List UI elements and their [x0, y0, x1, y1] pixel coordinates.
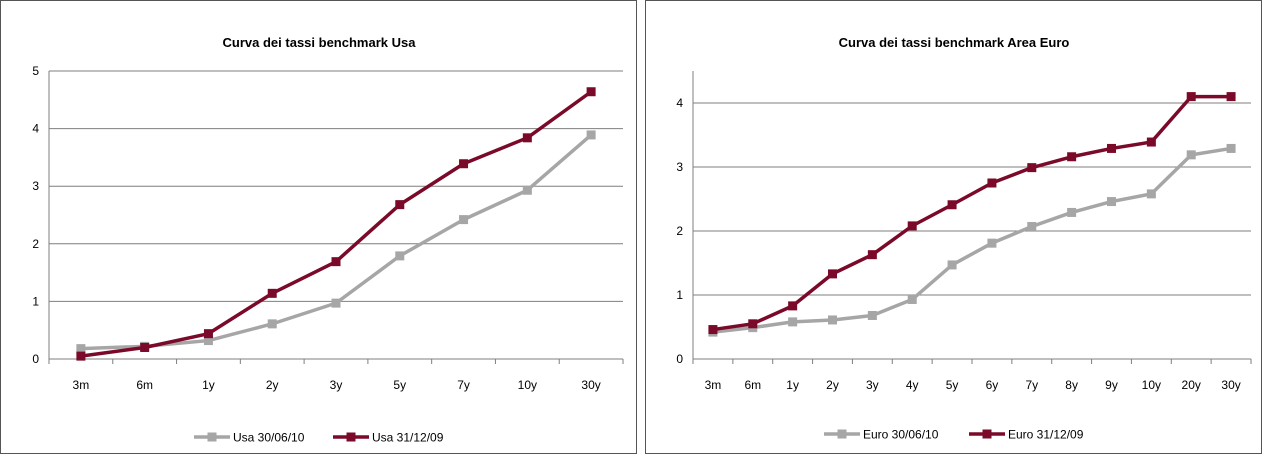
x-tick-label: 8y: [1065, 378, 1078, 392]
data-point-marker: [1107, 143, 1116, 153]
series-line: [80, 133, 593, 351]
data-point-marker: [459, 159, 469, 169]
data-point-marker: [1027, 163, 1037, 173]
x-tick-label: 3y: [330, 378, 343, 392]
x-tick-label: 4y: [906, 378, 919, 392]
y-tick-label: 3: [32, 179, 39, 193]
series-line: [712, 146, 1232, 334]
legend-label: Euro 31/12/09: [1008, 428, 1084, 442]
data-point-marker: [1067, 207, 1077, 217]
x-tick-label: 3y: [866, 378, 879, 392]
x-tick-label: 6m: [744, 378, 761, 392]
y-tick-label: 2: [676, 224, 683, 238]
x-tick-label: 30y: [581, 378, 600, 392]
data-point-marker: [267, 319, 277, 329]
data-point-marker: [140, 342, 150, 352]
data-point-marker: [1226, 143, 1236, 153]
data-point-marker: [788, 317, 798, 327]
chart-panel-euro: Curva dei tassi benchmark Area Euro 0 1 2 3…: [645, 0, 1262, 454]
data-point-marker: [867, 250, 877, 260]
data-point-marker: [459, 215, 469, 225]
x-tick-label: 3m: [73, 378, 90, 392]
chart-title: Curva dei tassi benchmark Usa: [223, 35, 417, 50]
legend-label: Usa 31/12/09: [372, 431, 444, 445]
x-tick-label: 10y: [518, 378, 537, 392]
data-point-marker: [947, 200, 957, 210]
data-point-marker: [76, 344, 86, 354]
data-point-marker: [76, 351, 86, 361]
y-tick-label: 2: [32, 237, 39, 251]
data-point-marker: [203, 329, 213, 339]
data-point-marker: [586, 130, 596, 140]
data-point-marker: [267, 288, 277, 298]
legend-marker: [982, 429, 992, 439]
y-tick-label: 4: [32, 122, 39, 136]
x-tick-label: 7y: [457, 378, 470, 392]
y-tick-label: 0: [676, 352, 683, 366]
x-tick-label: 6y: [986, 378, 999, 392]
data-point-marker: [1226, 92, 1236, 102]
data-point-marker: [395, 200, 405, 210]
data-point-marker: [331, 257, 341, 267]
data-point-marker: [788, 301, 798, 311]
chart-panel-usa: Curva dei tassi benchmark Usa 0 1 2 3 4 5 3m 6m…: [0, 0, 637, 454]
chart-title: Curva dei tassi benchmark Area Euro: [839, 35, 1070, 50]
data-point-marker: [907, 221, 917, 231]
legend-marker: [837, 429, 847, 439]
x-tick-label: 7y: [1025, 378, 1038, 392]
x-tick-label: 30y: [1221, 378, 1240, 392]
x-tick-label: 6m: [136, 378, 153, 392]
data-point-marker: [987, 238, 997, 248]
y-tick-label: 4: [676, 96, 683, 110]
y-tick-label: 1: [676, 288, 683, 302]
data-point-marker: [1107, 197, 1116, 207]
data-point-marker: [395, 251, 405, 261]
data-point-marker: [708, 325, 718, 335]
legend-marker: [346, 432, 356, 442]
data-point-marker: [1146, 137, 1156, 147]
data-point-marker: [1186, 150, 1196, 160]
data-point-marker: [1067, 152, 1077, 162]
x-tick-label: 5y: [946, 378, 959, 392]
x-tick-label: 1y: [786, 378, 799, 392]
y-tick-label: 3: [676, 160, 683, 174]
usa-yield-curve-chart: Curva dei tassi benchmark Usa 0 1 2 3 4 5 3m 6m…: [32, 35, 624, 445]
x-tick-label: 2y: [266, 378, 279, 392]
x-tick-label: 20y: [1182, 378, 1201, 392]
data-point-marker: [867, 310, 877, 320]
y-tick-label: 5: [32, 64, 39, 78]
data-point-marker: [522, 185, 532, 195]
legend-label: Usa 30/06/10: [233, 431, 305, 445]
legend-marker: [207, 432, 217, 442]
series-line: [80, 90, 593, 358]
data-point-marker: [1186, 92, 1196, 102]
data-point-marker: [947, 260, 957, 270]
data-point-marker: [203, 336, 213, 346]
data-point-marker: [987, 178, 997, 188]
data-point-marker: [522, 133, 532, 143]
x-tick-label: 10y: [1142, 378, 1161, 392]
y-tick-label: 0: [32, 352, 39, 366]
x-tick-label: 3m: [705, 378, 722, 392]
legend-label: Euro 30/06/10: [863, 428, 939, 442]
x-tick-label: 5y: [393, 378, 406, 392]
data-point-marker: [1146, 189, 1156, 199]
euro-yield-curve-chart: Curva dei tassi benchmark Area Euro 0 1 2 3…: [676, 35, 1252, 442]
x-tick-label: 1y: [202, 378, 215, 392]
series-line: [712, 94, 1232, 332]
x-tick-label: 2y: [826, 378, 839, 392]
y-tick-label: 1: [32, 294, 39, 308]
data-point-marker: [331, 298, 341, 308]
x-tick-label: 9y: [1105, 378, 1118, 392]
data-point-marker: [1027, 222, 1037, 232]
data-point-marker: [907, 294, 917, 304]
data-point-marker: [586, 87, 596, 97]
data-point-marker: [828, 315, 837, 325]
data-point-marker: [828, 269, 837, 279]
data-point-marker: [748, 319, 758, 329]
